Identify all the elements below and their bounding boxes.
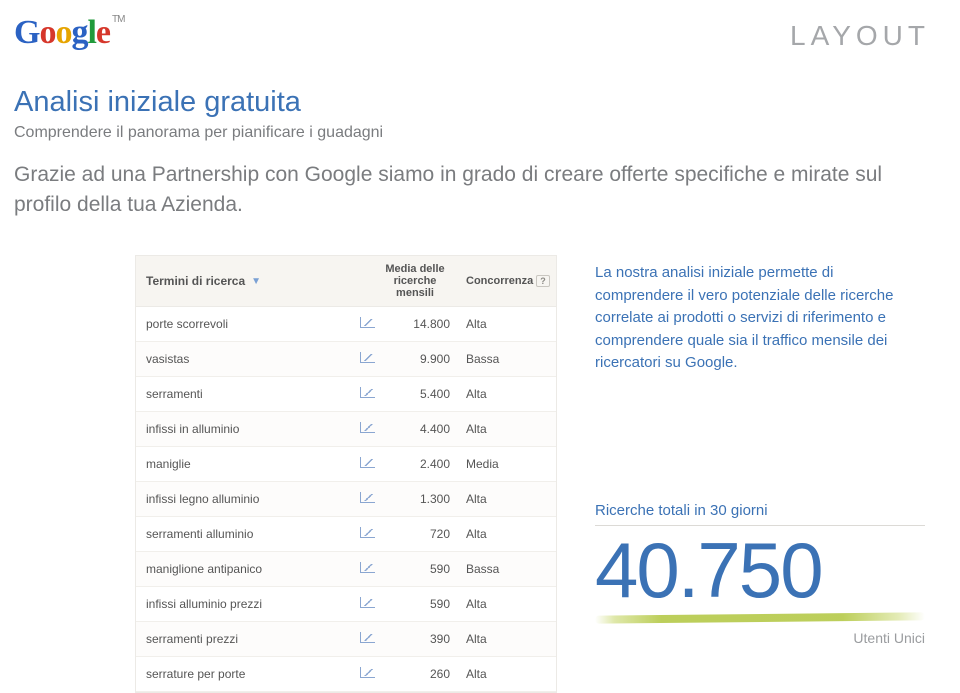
logo-letter: G — [14, 14, 39, 51]
cell-value: 260 — [380, 667, 460, 681]
keywords-table: Termini di ricerca ▼ Media delle ricerch… — [135, 255, 557, 693]
stat-sublabel: Utenti Unici — [595, 630, 925, 646]
cell-term: vasistas — [136, 352, 354, 366]
cell-value: 390 — [380, 632, 460, 646]
cell-competition: Media — [460, 457, 556, 471]
cell-competition: Alta — [460, 597, 556, 611]
stat-number: 40.750 — [595, 526, 925, 612]
table-row[interactable]: vasistas 9.900Bassa — [136, 342, 556, 377]
cell-term: porte scorrevoli — [136, 317, 354, 331]
cell-competition: Alta — [460, 492, 556, 506]
cell-value: 14.800 — [380, 317, 460, 331]
table-row[interactable]: serramenti alluminio 720Alta — [136, 517, 556, 552]
table-row[interactable]: infissi in alluminio 4.400Alta — [136, 412, 556, 447]
col-header-media[interactable]: Media delle ricerche mensili — [380, 263, 460, 299]
logo-letter: l — [87, 14, 95, 51]
col-header-term-label: Termini di ricerca — [146, 274, 245, 288]
chart-icon[interactable] — [354, 597, 380, 611]
logo-letter: e — [96, 14, 110, 51]
chart-icon[interactable] — [354, 562, 380, 576]
cell-competition: Alta — [460, 422, 556, 436]
cell-term: maniglione antipanico — [136, 562, 354, 576]
table-row[interactable]: maniglione antipanico 590Bassa — [136, 552, 556, 587]
chart-icon[interactable] — [354, 457, 380, 471]
cell-competition: Alta — [460, 527, 556, 541]
logo-letter: g — [71, 14, 87, 51]
table-header-row: Termini di ricerca ▼ Media delle ricerch… — [136, 256, 556, 307]
cell-competition: Alta — [460, 317, 556, 331]
table-row[interactable]: maniglie 2.400Media — [136, 447, 556, 482]
chart-icon[interactable] — [354, 387, 380, 401]
stat-block: Ricerche totali in 30 giorni 40.750 Uten… — [595, 502, 925, 646]
table-row[interactable]: infissi legno alluminio 1.300Alta — [136, 482, 556, 517]
cell-value: 2.400 — [380, 457, 460, 471]
table-row[interactable]: porte scorrevoli 14.800Alta — [136, 307, 556, 342]
cell-value: 590 — [380, 597, 460, 611]
cell-competition: Alta — [460, 387, 556, 401]
cell-competition: Bassa — [460, 352, 556, 366]
help-icon[interactable]: ? — [536, 275, 550, 287]
logo-letter: o — [55, 14, 71, 51]
chart-icon[interactable] — [354, 632, 380, 646]
col-header-term[interactable]: Termini di ricerca ▼ — [136, 274, 354, 288]
cell-term: infissi in alluminio — [136, 422, 354, 436]
cell-term: serramenti alluminio — [136, 527, 354, 541]
table-row[interactable]: serramenti prezzi 390Alta — [136, 622, 556, 657]
table-row[interactable]: serrature per porte 260Alta — [136, 657, 556, 692]
cell-value: 720 — [380, 527, 460, 541]
chart-icon[interactable] — [354, 527, 380, 541]
cell-term: serrature per porte — [136, 667, 354, 681]
cell-term: infissi alluminio prezzi — [136, 597, 354, 611]
table-row[interactable]: serramenti 5.400Alta — [136, 377, 556, 412]
intro-paragraph: Grazie ad una Partnership con Google sia… — [14, 160, 930, 221]
cell-competition: Alta — [460, 667, 556, 681]
cell-value: 4.400 — [380, 422, 460, 436]
chart-icon[interactable] — [354, 667, 380, 681]
brand-wordmark: LAYOUT — [790, 20, 930, 52]
col-header-competition[interactable]: Concorrenza? — [460, 275, 556, 287]
logo-letter: o — [39, 14, 55, 51]
cell-value: 9.900 — [380, 352, 460, 366]
sort-indicator-icon: ▼ — [251, 276, 261, 287]
analysis-description: La nostra analisi iniziale permette di c… — [595, 262, 925, 375]
cell-competition: Bassa — [460, 562, 556, 576]
table-row[interactable]: infissi alluminio prezzi 590Alta — [136, 587, 556, 622]
chart-icon[interactable] — [354, 492, 380, 506]
page-subtitle: Comprendere il panorama per pianificare … — [14, 124, 383, 142]
chart-icon[interactable] — [354, 352, 380, 366]
logo-tm: TM — [112, 14, 124, 25]
cell-term: infissi legno alluminio — [136, 492, 354, 506]
page-title: Analisi iniziale gratuita — [14, 86, 301, 119]
cell-value: 590 — [380, 562, 460, 576]
cell-term: serramenti — [136, 387, 354, 401]
cell-value: 5.400 — [380, 387, 460, 401]
cell-competition: Alta — [460, 632, 556, 646]
chart-icon[interactable] — [354, 317, 380, 331]
cell-term: serramenti prezzi — [136, 632, 354, 646]
cell-value: 1.300 — [380, 492, 460, 506]
cell-term: maniglie — [136, 457, 354, 471]
chart-icon[interactable] — [354, 422, 380, 436]
stat-label: Ricerche totali in 30 giorni — [595, 502, 925, 526]
google-logo: GoogleTM — [14, 14, 124, 52]
